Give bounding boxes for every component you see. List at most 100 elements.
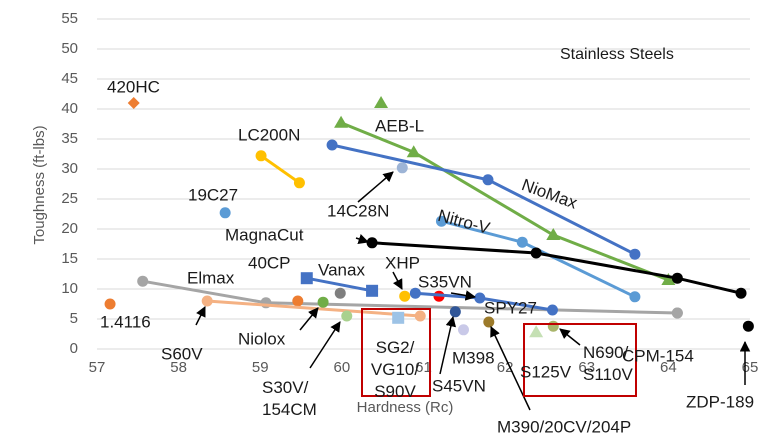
point-label: Nitro-V (436, 206, 493, 238)
x-tick-label: 64 (660, 359, 677, 376)
x-tick-label: 62 (497, 359, 514, 376)
point-label: M390/20CV/204P (497, 417, 631, 436)
y-tick-label: 30 (61, 160, 78, 177)
series-line (340, 121, 669, 282)
point (530, 247, 542, 259)
point (292, 295, 304, 307)
point (317, 296, 329, 308)
point-label: Niolox (238, 329, 286, 348)
point (483, 316, 495, 328)
point (546, 304, 558, 316)
series-line (260, 154, 301, 185)
point (334, 115, 349, 128)
x-tick-label: 63 (578, 359, 595, 376)
point-label: 420HC (107, 77, 160, 96)
point (671, 272, 683, 284)
point-label: S125V (520, 362, 572, 381)
point-label: S45VN (432, 376, 486, 395)
point (201, 295, 213, 307)
arrow (355, 234, 369, 244)
point-label: 14C28N (327, 201, 389, 220)
point (366, 284, 379, 297)
x-tick-label: 57 (89, 359, 106, 376)
point (219, 207, 231, 219)
series-line (331, 143, 636, 256)
arrow (450, 290, 477, 301)
point (435, 215, 447, 227)
arrow (439, 315, 457, 375)
point (326, 139, 338, 151)
grid: 0 5 10 15 20 25 30 35 40 45 50 55 57 58 59 60 61 62 63 64 65 (61, 10, 758, 376)
point-label: SPY27 (484, 298, 537, 317)
point-label: SG2/VG10/S90V (371, 338, 419, 401)
point-label: 1.4116 (100, 312, 151, 331)
point (406, 145, 421, 158)
y-tick-label: 50 (61, 40, 78, 57)
series-line (306, 276, 373, 293)
highlight-box (523, 323, 637, 397)
point-label: S60V (161, 344, 203, 363)
point (474, 292, 486, 304)
y-tick-label: 10 (61, 280, 78, 297)
x-tick-label: 61 (415, 359, 432, 376)
point (137, 275, 149, 287)
point (392, 311, 405, 324)
point (293, 177, 305, 189)
point (366, 237, 378, 249)
y-tick-label: 45 (61, 70, 78, 87)
point-label: S30V/154CM (262, 378, 317, 419)
point (671, 307, 683, 319)
point-label: 19C27 (188, 185, 238, 204)
arrow (392, 271, 403, 290)
point (742, 320, 754, 332)
point-label: M398 (452, 348, 495, 367)
y-tick-label: 15 (61, 250, 78, 267)
y-tick-label: 35 (61, 130, 78, 147)
point (300, 272, 313, 285)
x-tick-label: 65 (742, 359, 759, 376)
point (629, 291, 641, 303)
arrow (357, 171, 394, 203)
point-label: MagnaCut (225, 225, 304, 244)
annotation: Stainless Steels (560, 46, 674, 63)
point (661, 273, 676, 285)
point (547, 320, 559, 332)
x-tick-label: 60 (334, 359, 351, 376)
point (409, 287, 421, 299)
point (735, 287, 747, 299)
point-label: NioMax (519, 175, 580, 213)
y-tick-label: 40 (61, 100, 78, 117)
point-label: Elmax (187, 268, 235, 287)
point (127, 97, 140, 109)
point-label: Vanax (318, 260, 365, 279)
y-tick-label: 20 (61, 220, 78, 237)
arrow (299, 307, 319, 331)
point (516, 236, 528, 248)
point (396, 162, 408, 174)
x-tick-label: 58 (170, 359, 187, 376)
point (482, 174, 494, 186)
point (374, 96, 389, 108)
series-line (371, 241, 742, 295)
y-tick-label: 55 (61, 10, 78, 27)
point-label: AEB-L (375, 116, 424, 135)
point (546, 228, 561, 240)
y-tick-label: 0 (70, 340, 78, 357)
x-axis-label: Hardness (Rc) (357, 399, 454, 416)
point-label: S35VN (418, 272, 472, 291)
point-label: ZDP-189 (686, 392, 754, 411)
y-tick-label: 25 (61, 190, 78, 207)
point (104, 298, 116, 310)
arrow (309, 321, 341, 369)
point (414, 310, 426, 322)
point (457, 324, 469, 336)
point (449, 306, 461, 318)
highlight-box (361, 308, 431, 397)
point (629, 248, 641, 260)
point (255, 150, 267, 162)
labels: 420HC 1.4116 LC200N 19C27 AEB-L NioMax 14C28N N… (100, 77, 754, 436)
y-tick-label: 5 (70, 310, 78, 327)
arrow (559, 328, 581, 346)
point-label: LC200N (238, 125, 300, 144)
